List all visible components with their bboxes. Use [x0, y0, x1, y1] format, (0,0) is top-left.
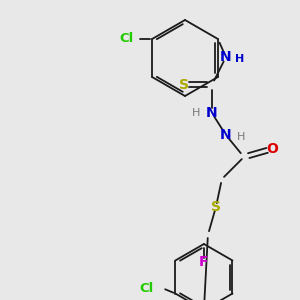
Text: Cl: Cl	[120, 32, 134, 46]
Text: N: N	[206, 106, 218, 120]
Text: S: S	[179, 78, 189, 92]
Text: H: H	[192, 108, 200, 118]
Text: Cl: Cl	[139, 282, 153, 295]
Text: N: N	[220, 128, 232, 142]
Text: F: F	[199, 255, 209, 269]
Text: O: O	[266, 142, 278, 156]
Text: N: N	[220, 50, 232, 64]
Text: H: H	[235, 54, 244, 64]
Text: S: S	[211, 200, 221, 214]
Text: H: H	[237, 132, 245, 142]
